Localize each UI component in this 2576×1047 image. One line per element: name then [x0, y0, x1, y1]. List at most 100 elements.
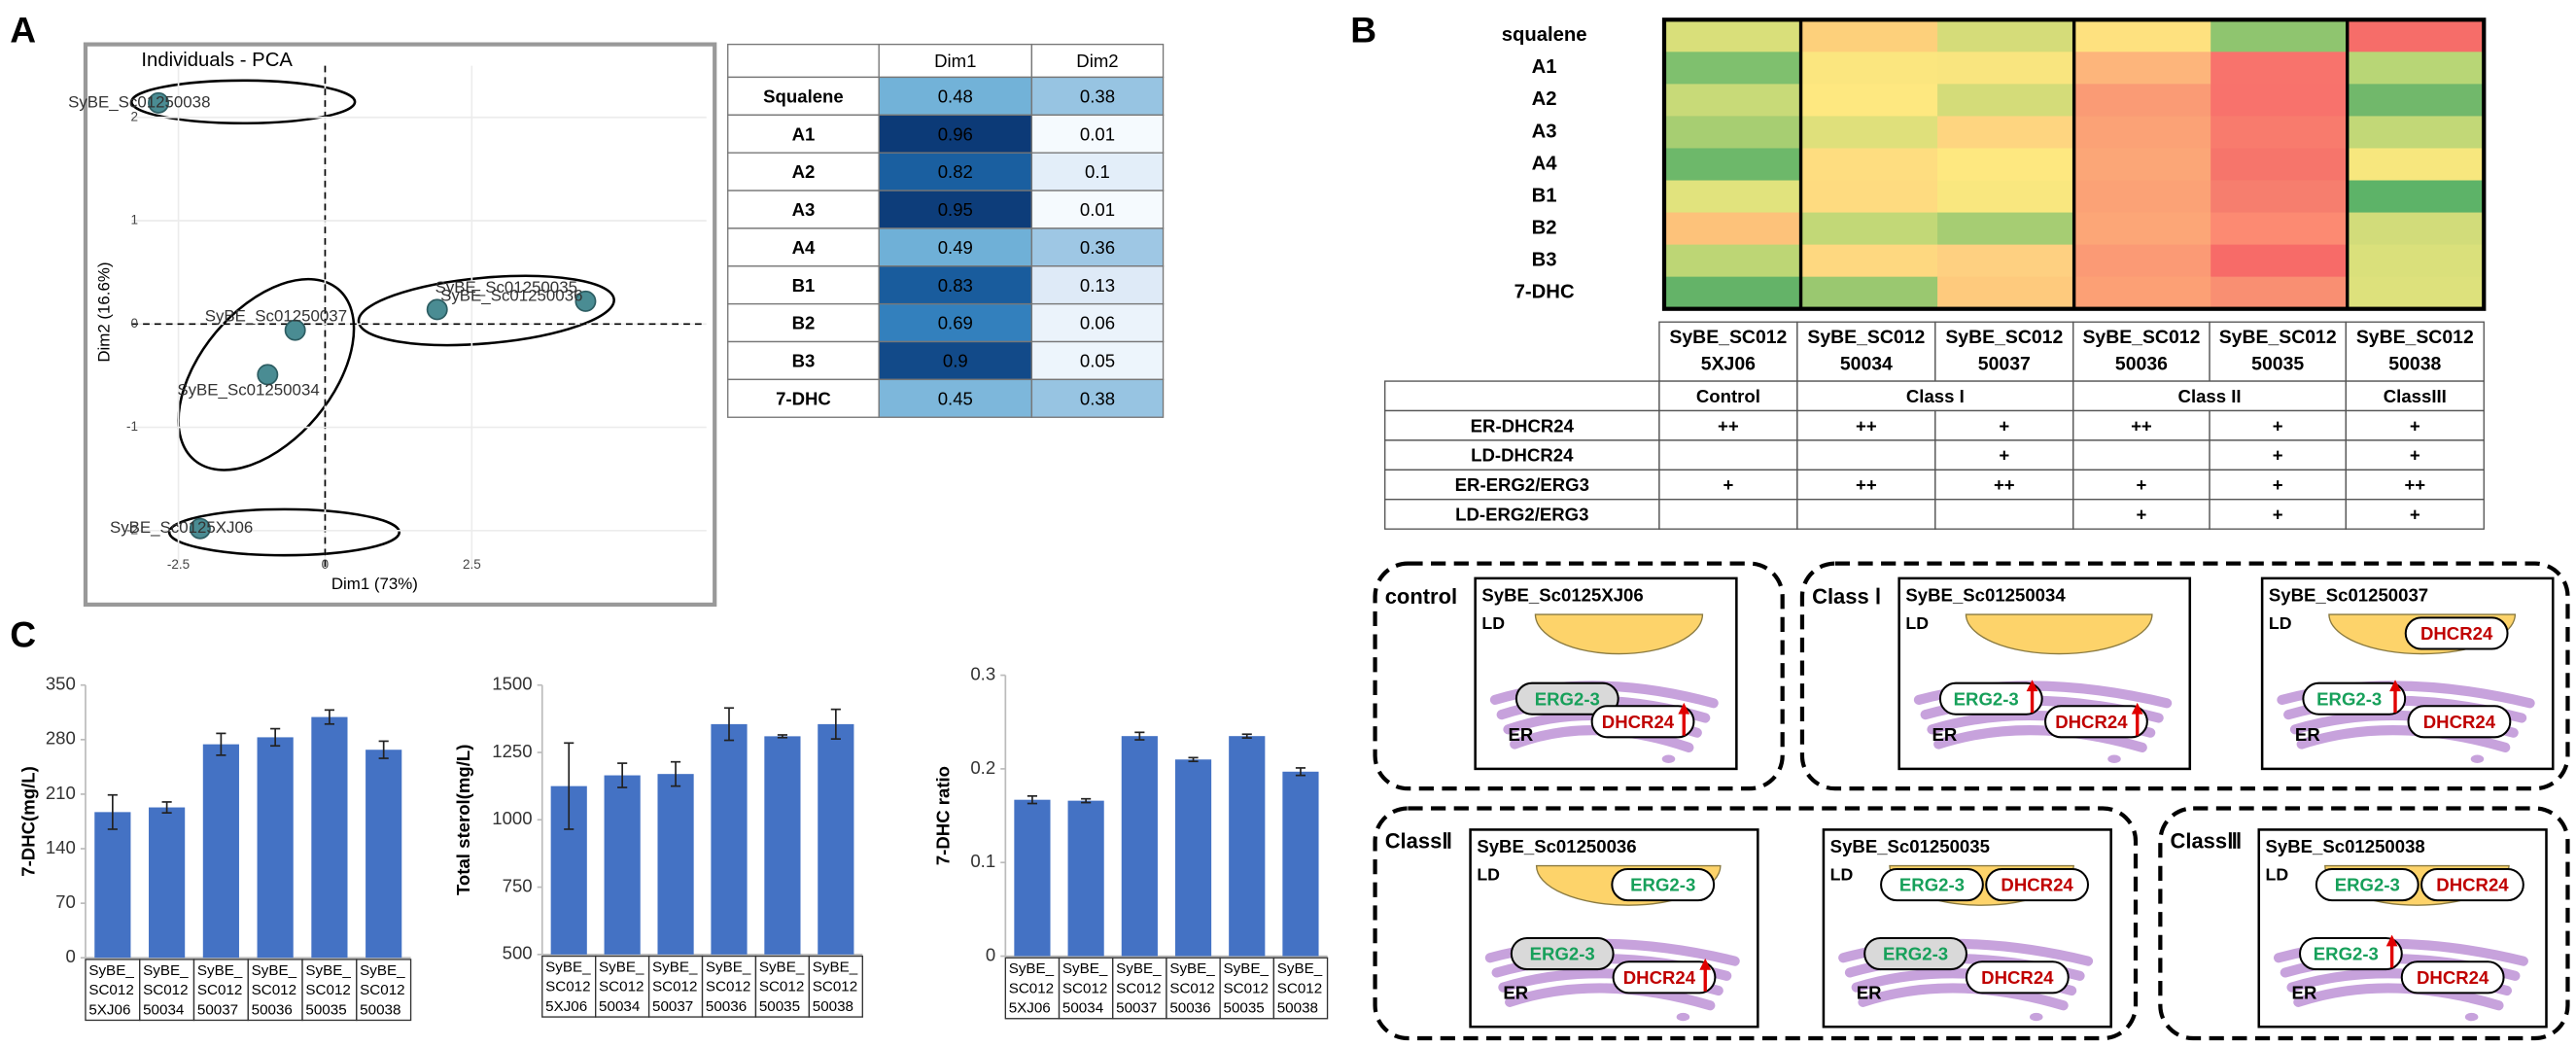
x-tick-label: SyBE_ — [252, 962, 297, 979]
protein-label: DHCR24 — [2055, 712, 2128, 732]
cell-value: + — [2273, 445, 2283, 466]
heat-cell — [1663, 52, 1802, 86]
er-membrane — [1933, 725, 2147, 752]
error-bar — [671, 760, 681, 787]
protein — [1612, 960, 1717, 995]
heat-cell — [878, 114, 1033, 154]
row-header: Squalene — [763, 86, 844, 106]
category-cell — [754, 955, 811, 1018]
x-tick-label: SC012 — [1116, 980, 1161, 996]
heatmap-border — [1661, 17, 2487, 311]
row-label: A4 — [1532, 153, 1558, 174]
row-header: A2 — [792, 161, 816, 182]
row-header: ER-ERG2/ERG3 — [1455, 474, 1589, 495]
x-tick-label: SC012 — [1224, 980, 1269, 996]
cell-value: 0.06 — [1080, 313, 1115, 333]
y-tick-label: 500 — [503, 943, 533, 963]
cell-value: + — [2273, 505, 2283, 525]
x-tick-label: 50038 — [813, 998, 853, 1015]
er-membrane — [1505, 983, 1716, 1011]
er-vesicle — [2464, 1012, 2479, 1022]
heat-cell — [1937, 180, 2075, 214]
error-bar — [324, 709, 334, 725]
er-vesicle — [2470, 754, 2485, 763]
x-tick-label: SC012 — [88, 982, 133, 998]
table-cell — [1384, 469, 1660, 501]
heat-cell — [2210, 212, 2349, 246]
x-tick-label: 50034 — [599, 998, 640, 1015]
table-cell — [727, 43, 880, 79]
column-header: 50034 — [1840, 353, 1893, 374]
point — [148, 91, 170, 114]
x-tick-label: SC012 — [360, 982, 404, 998]
up-arrow-head — [1678, 702, 1690, 715]
bar — [149, 807, 186, 959]
bar — [764, 736, 801, 955]
row-header: 7-DHC — [776, 388, 831, 408]
cell-value: + — [2273, 415, 2283, 436]
heat-cell — [1800, 84, 1938, 118]
point — [426, 298, 448, 321]
er-label: ER — [1508, 724, 1533, 745]
lipid-droplet — [1534, 613, 1704, 655]
protein-label: ERG2-3 — [1630, 875, 1695, 895]
protein-label: ERG2-3 — [1899, 875, 1965, 895]
heat-cell — [1937, 52, 2075, 86]
cell-value: + — [1999, 415, 2009, 436]
heat-cell — [1030, 227, 1165, 267]
up-arrow-head — [2385, 934, 2398, 947]
group-label: control — [1385, 584, 1457, 609]
column-header: 50037 — [1978, 353, 2031, 374]
x-tick-label: 50037 — [652, 998, 693, 1015]
heat-cell — [1937, 276, 2075, 310]
group-box — [2158, 806, 2570, 1041]
x-tick-label: SC012 — [1062, 980, 1107, 996]
cell-value: 0.36 — [1080, 237, 1115, 258]
bar — [1067, 800, 1104, 957]
category-cell — [595, 955, 650, 1018]
er-vesicle — [1676, 1012, 1690, 1022]
protein — [1863, 936, 1967, 971]
er-vesicle — [1661, 754, 1676, 763]
error-bar — [1134, 731, 1145, 741]
table-cell — [1934, 439, 2074, 471]
protein — [1514, 681, 1619, 715]
ld-label: LD — [2269, 613, 2292, 633]
table-cell — [1658, 409, 1798, 441]
x-tick-label: SyBE_ — [599, 959, 644, 975]
heat-cell — [2073, 19, 2211, 53]
heat-cell — [1937, 212, 2075, 246]
table-cell — [2209, 439, 2347, 471]
protein-label: DHCR24 — [1623, 967, 1696, 988]
row-label: A3 — [1532, 121, 1557, 142]
protein-label: DHCR24 — [2417, 967, 2489, 988]
protein — [2407, 705, 2512, 739]
protein-label: ERG2-3 — [1535, 688, 1600, 709]
heat-cell — [1030, 378, 1165, 418]
table-cell — [2209, 499, 2347, 530]
protein-label: ERG2-3 — [1530, 944, 1595, 964]
cell-title: SyBE_Sc01250035 — [1830, 836, 1990, 856]
x-tick-label: SyBE_ — [706, 959, 751, 975]
heat-cell — [1800, 244, 1938, 278]
category-cell — [1219, 957, 1275, 1020]
protein-label: ERG2-3 — [1954, 688, 2019, 709]
x-tick-label: SyBE_ — [1169, 960, 1215, 977]
heat-cell — [2347, 276, 2485, 310]
column-header: SyBE_SC012 — [1669, 327, 1787, 348]
y-tick-label: 0 — [131, 316, 139, 331]
column-header: 50035 — [2251, 353, 2304, 374]
group-box — [1373, 561, 1785, 791]
table-cell — [2072, 439, 2210, 471]
x-tick-label: 50035 — [759, 998, 800, 1015]
error-bar — [270, 727, 281, 748]
protein-label: ERG2-3 — [2314, 944, 2379, 964]
heat-cell — [1937, 84, 2075, 118]
ld-label: LD — [2266, 864, 2289, 884]
chart-title: Individuals - PCA — [141, 50, 293, 71]
up-arrow-head — [2131, 702, 2143, 715]
er-membrane — [2296, 725, 2511, 752]
group-header: Control — [1696, 386, 1760, 406]
x-tick-label: SC012 — [759, 979, 804, 995]
up-arrow-head — [2389, 680, 2401, 692]
